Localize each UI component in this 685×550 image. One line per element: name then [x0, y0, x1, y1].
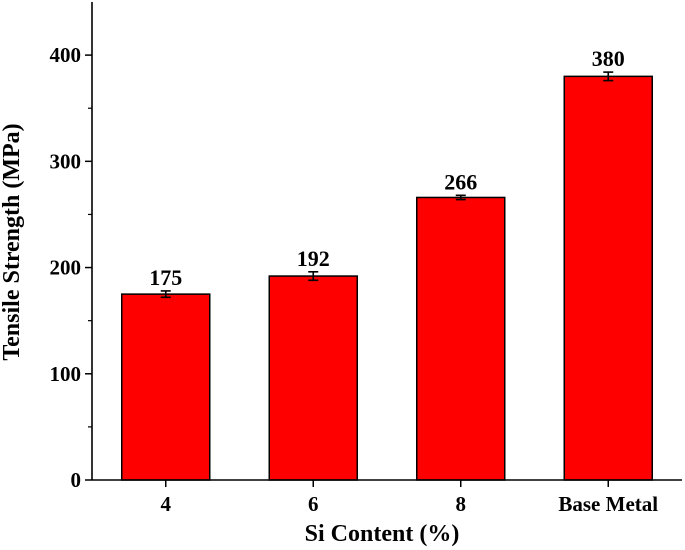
bars-layer	[121, 75, 653, 481]
error-bar-3	[603, 71, 614, 82]
axes-layer	[85, 2, 682, 487]
data-label-2: 266	[444, 169, 477, 194]
x-tick-label-0: 4	[161, 492, 172, 516]
bar-1	[268, 275, 358, 481]
error-bar-0	[160, 290, 171, 299]
labels-layer: 175 4 192 6 266 8 380 Base Metal 0 100 200 300 400	[50, 43, 659, 516]
y-tick-label-0: 0	[71, 468, 82, 492]
data-label-1: 192	[297, 246, 330, 271]
x-tick-label-2: 8	[456, 492, 467, 516]
x-tick-label-3: Base Metal	[558, 492, 658, 516]
x-axis-title: Si Content (%)	[305, 521, 460, 547]
data-label-0: 175	[149, 265, 182, 290]
error-bar-1	[308, 271, 319, 282]
error-bars-layer	[160, 71, 614, 299]
data-label-3: 380	[592, 46, 625, 71]
y-tick-label-1: 100	[50, 362, 82, 386]
error-bar-2	[455, 194, 466, 201]
x-tick-label-1: 6	[308, 492, 319, 516]
bar-2	[416, 196, 506, 481]
y-axis-title: Tensile Strength (MPa)	[0, 123, 25, 360]
y-tick-label-4: 400	[50, 43, 82, 67]
y-tick-label-3: 300	[50, 149, 82, 173]
bar-3	[563, 75, 653, 481]
y-tick-label-2: 200	[50, 256, 82, 280]
bar-0	[121, 293, 211, 481]
